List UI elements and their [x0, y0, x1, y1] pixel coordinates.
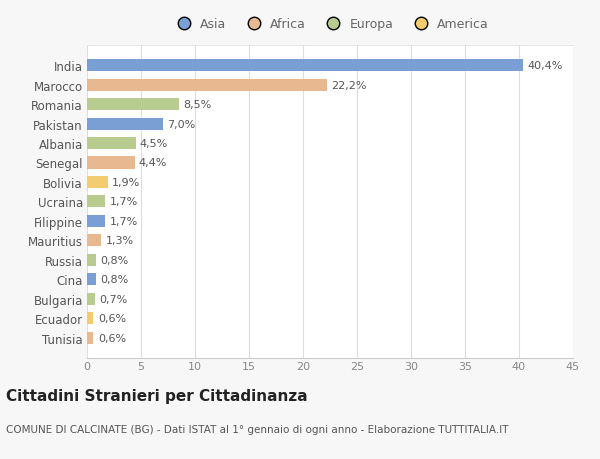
Text: 40,4%: 40,4% [527, 61, 563, 71]
Bar [87, 118, 163, 130]
Text: 1,7%: 1,7% [110, 216, 138, 226]
Text: 0,8%: 0,8% [100, 274, 128, 285]
Bar [87, 313, 94, 325]
Text: 1,9%: 1,9% [112, 178, 140, 188]
Legend: Asia, Africa, Europa, America: Asia, Africa, Europa, America [169, 16, 491, 34]
Bar [87, 79, 327, 91]
Bar [87, 215, 106, 227]
Text: 1,3%: 1,3% [106, 236, 133, 246]
Bar [87, 293, 95, 305]
Bar [87, 177, 107, 189]
Text: 8,5%: 8,5% [183, 100, 211, 110]
Bar [87, 235, 101, 247]
Bar [87, 138, 136, 150]
Text: 22,2%: 22,2% [331, 80, 367, 90]
Text: 4,5%: 4,5% [140, 139, 168, 149]
Bar [87, 254, 95, 266]
Text: 1,7%: 1,7% [110, 197, 138, 207]
Text: 0,6%: 0,6% [98, 333, 126, 343]
Bar [87, 274, 95, 285]
Text: 4,4%: 4,4% [139, 158, 167, 168]
Bar [87, 196, 106, 208]
Text: COMUNE DI CALCINATE (BG) - Dati ISTAT al 1° gennaio di ogni anno - Elaborazione : COMUNE DI CALCINATE (BG) - Dati ISTAT al… [6, 425, 509, 435]
Bar [87, 99, 179, 111]
Text: Cittadini Stranieri per Cittadinanza: Cittadini Stranieri per Cittadinanza [6, 388, 308, 403]
Bar [87, 157, 134, 169]
Text: 0,8%: 0,8% [100, 255, 128, 265]
Bar [87, 60, 523, 72]
Text: 0,7%: 0,7% [99, 294, 127, 304]
Text: 7,0%: 7,0% [167, 119, 195, 129]
Bar [87, 332, 94, 344]
Text: 0,6%: 0,6% [98, 313, 126, 324]
